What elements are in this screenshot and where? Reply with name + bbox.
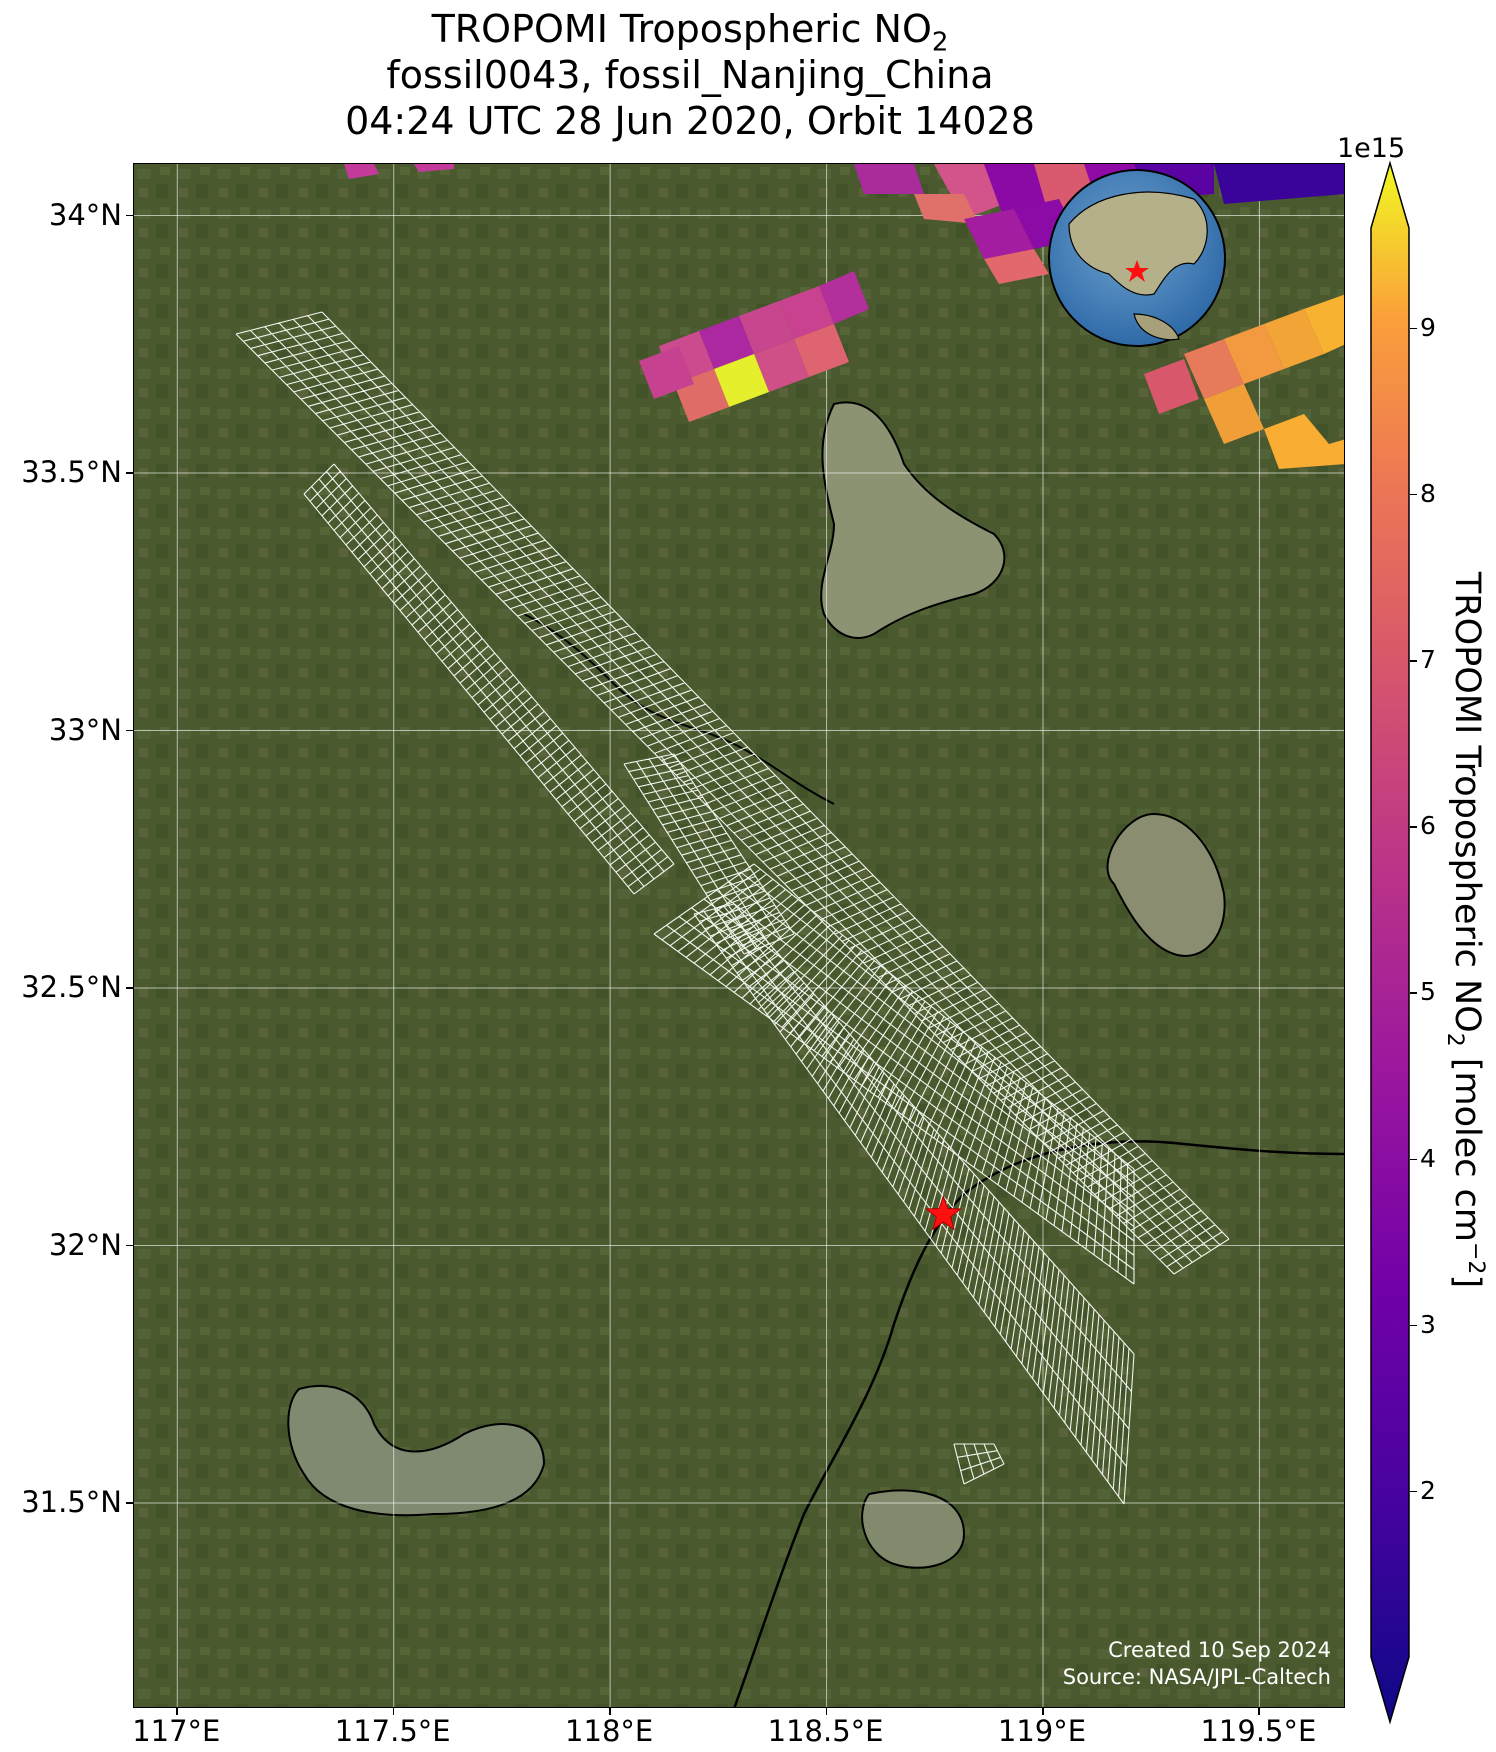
- no2-pixel: [754, 339, 809, 392]
- cblabel-end: ]: [1447, 1274, 1488, 1289]
- footprint-strip: [623, 753, 795, 955]
- x-tick-label: 119°E: [997, 1714, 1087, 1748]
- no2-pixel: [1304, 294, 1344, 354]
- no2-pixel: [1184, 339, 1244, 399]
- colorbar-tick-label: 3: [1420, 1309, 1436, 1339]
- no2-pixels: [344, 164, 1344, 469]
- footprint-strip: [303, 463, 675, 895]
- no2-pixel: [1264, 309, 1324, 369]
- chart-title-line2: fossil0043, fossil_Nanjing_China: [386, 53, 994, 97]
- footprint-strip: [693, 903, 1135, 1505]
- chart-title-line1: TROPOMI Tropospheric NO2: [0, 8, 1380, 64]
- y-tick-label: 31.5°N: [21, 1485, 122, 1519]
- colorbar: [1370, 160, 1410, 1725]
- colorbar-gradient: [1370, 160, 1410, 1725]
- y-tick-mark: [126, 472, 133, 474]
- no2-pixel: [779, 286, 834, 339]
- no2-pixel: [699, 316, 754, 369]
- cblabel-sub: 2: [1442, 1032, 1468, 1047]
- y-tick-label: 33.5°N: [21, 455, 122, 489]
- colorbar-tick-mark: [1410, 826, 1417, 828]
- no2-pixel: [964, 209, 1034, 259]
- colorbar-exponent: 1e15: [1337, 133, 1406, 164]
- no2-pixel: [819, 271, 869, 324]
- hongze-lake: [820, 401, 1006, 639]
- no2-pixel: [854, 164, 924, 194]
- cblabel-sup: −2: [1462, 1242, 1488, 1275]
- no2-pixel: [1264, 414, 1344, 469]
- no2-pixel: [984, 249, 1049, 284]
- x-tick-mark: [825, 1708, 828, 1715]
- title-prefix: TROPOMI Tropospheric NO: [431, 7, 932, 51]
- no2-pixel: [914, 194, 979, 224]
- no2-pixel: [714, 354, 769, 407]
- shijiu-lake: [861, 1489, 966, 1569]
- yangtze-river: [733, 1140, 1344, 1707]
- colorbar-tick-label: 9: [1420, 312, 1436, 342]
- no2-pixel: [934, 164, 1004, 219]
- map-canvas: [134, 164, 1344, 1707]
- target-site-star: [924, 1195, 962, 1231]
- y-tick-label: 33°N: [48, 712, 122, 747]
- y-tick-mark: [126, 1502, 133, 1504]
- no2-pixel: [639, 346, 694, 399]
- y-tick-label: 32°N: [48, 1227, 122, 1262]
- globe-inset: [1048, 169, 1226, 347]
- x-tick-mark: [1042, 1708, 1044, 1715]
- chart-title-line3: 04:24 UTC 28 Jun 2020, Orbit 14028: [345, 99, 1035, 143]
- tropomi-footprint-grid: [235, 311, 1230, 1505]
- colorbar-tick-mark: [1410, 992, 1417, 994]
- x-tick-label: 119.5°E: [1200, 1714, 1317, 1748]
- colorbar-label: TROPOMI Tropospheric NO2 [molec cm−2]: [1442, 572, 1488, 1288]
- colorbar-tick-label: 7: [1420, 645, 1436, 675]
- water-bodies: [287, 401, 1226, 1569]
- no2-pixel: [1144, 359, 1199, 414]
- x-tick-mark: [392, 1708, 395, 1715]
- y-tick-label: 34°N: [48, 197, 122, 232]
- y-tick-mark: [126, 214, 133, 216]
- colorbar-tick-mark: [1410, 1324, 1417, 1327]
- colorbar-tick-mark: [1410, 660, 1417, 662]
- credit-source: Source: NASA/JPL-Caltech: [1062, 1665, 1331, 1689]
- credit-created: Created 10 Sep 2024: [1108, 1638, 1331, 1662]
- globe-site-star: [1125, 260, 1149, 282]
- no2-pixel: [1204, 384, 1264, 444]
- footprint-strip: [953, 1443, 1005, 1485]
- x-tick-mark: [176, 1708, 178, 1715]
- y-tick-label: 32.5°N: [21, 970, 122, 1004]
- x-tick-label: 117.5°E: [334, 1714, 451, 1748]
- no2-pixel: [794, 324, 849, 377]
- y-tick-mark: [126, 1244, 133, 1246]
- colorbar-tick-label: 4: [1420, 1143, 1436, 1173]
- gaoyou-lake: [1106, 812, 1226, 957]
- globe-land-maritime: [1133, 313, 1180, 341]
- colorbar-tick-mark: [1410, 1158, 1417, 1160]
- colorbar-tick-mark: [1410, 327, 1417, 330]
- no2-pixel: [739, 301, 794, 354]
- cblabel-mid: [molec cm: [1447, 1046, 1488, 1242]
- colorbar-tick-label: 8: [1420, 478, 1436, 508]
- x-tick-mark: [609, 1708, 611, 1715]
- no2-pixel: [1224, 324, 1284, 384]
- x-tick-mark: [1258, 1708, 1260, 1715]
- chao-lake: [287, 1384, 546, 1517]
- no2-pixel: [1214, 164, 1344, 204]
- colorbar-tick-mark: [1410, 1490, 1417, 1493]
- x-tick-label: 118°E: [565, 1714, 654, 1748]
- no2-pixel: [414, 164, 454, 172]
- title-subscript: 2: [931, 27, 949, 58]
- colorbar-tick-mark: [1410, 493, 1417, 496]
- y-tick-mark: [126, 729, 133, 731]
- no2-pixel: [344, 164, 379, 179]
- colorbar-tick-label: 2: [1420, 1475, 1436, 1505]
- x-tick-label: 118.5°E: [767, 1714, 884, 1748]
- globe-land-asia: [1068, 191, 1208, 296]
- x-tick-label: 117°E: [132, 1714, 221, 1748]
- y-tick-mark: [126, 987, 133, 989]
- huai-river: [523, 613, 835, 805]
- cblabel-prefix: TROPOMI Tropospheric NO: [1447, 571, 1488, 1033]
- map-panel[interactable]: [133, 163, 1345, 1708]
- colorbar-tick-label: 6: [1420, 811, 1436, 841]
- colorbar-tick-label: 5: [1420, 977, 1436, 1007]
